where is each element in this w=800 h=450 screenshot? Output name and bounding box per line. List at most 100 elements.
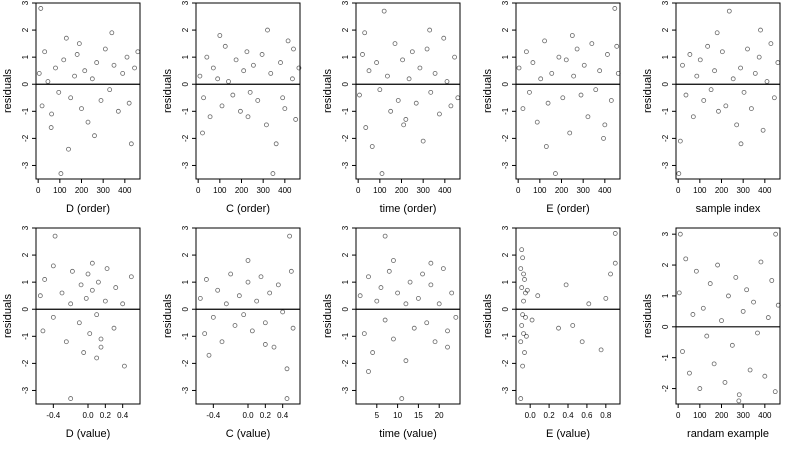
data-point [567,130,573,136]
data-point [762,373,768,379]
data-point [126,100,132,106]
data-point [115,108,121,114]
y-axis-label: residuals [322,68,334,113]
data-point [85,271,91,277]
data-point [545,100,551,106]
data-point [738,65,743,71]
x-axis-label: C (order) [226,203,270,215]
data-point [605,52,610,57]
y-tick-label: -2 [501,359,510,367]
y-axis-label: residuals [642,68,654,113]
y-tick-label: 2 [501,27,510,32]
data-point [85,119,91,125]
y-tick-label: -3 [181,386,190,394]
data-point [519,285,525,290]
x-tick-label: 100 [693,186,707,195]
y-tick-label: -1 [661,354,670,362]
y-tick-label: 0 [341,306,350,311]
y-tick-label: -1 [501,332,510,340]
data-point [399,396,405,401]
data-point [401,122,407,128]
data-point [245,258,251,263]
data-point [420,138,426,144]
plot-frame [355,2,461,180]
data-point [135,49,141,55]
y-tick-label: 3 [181,225,190,230]
x-tick-label: 0.0 [525,411,537,420]
data-point [677,138,683,144]
data-point [741,89,747,95]
data-point [520,363,526,369]
data-point [403,358,409,364]
y-axis-label: residuals [162,68,174,113]
data-point [738,141,744,147]
data-point [614,43,620,49]
data-point [382,317,388,323]
data-point [775,60,781,65]
data-point [768,41,774,47]
data-point [98,336,104,342]
data-point [381,8,387,14]
data-point [535,293,541,299]
data-point [201,95,206,101]
data-point [82,68,88,74]
data-point [608,271,613,277]
data-point [719,318,724,324]
data-point [415,295,421,301]
data-point [92,133,97,139]
data-point [403,117,409,122]
x-tick-label: 0 [676,411,681,420]
data-point [247,89,253,95]
data-point [360,52,365,57]
data-point [697,386,703,391]
data-point [76,41,82,47]
y-tick-label: -3 [341,386,350,394]
x-tick-label: 300 [736,411,750,420]
data-point [701,98,707,103]
data-point [215,287,221,293]
data-point [202,331,208,337]
data-point [428,89,434,95]
x-tick-label: 200 [235,186,249,195]
data-point [215,76,221,82]
data-point [705,43,711,49]
y-tick-label: 3 [501,0,510,5]
data-point [369,144,375,149]
data-point [524,287,530,293]
data-point [379,171,385,176]
data-point [693,268,699,274]
data-point [441,35,447,41]
y-tick-label: 0 [501,306,510,311]
x-axis-label: D (value) [66,428,111,440]
data-point [78,282,84,288]
data-point [258,274,264,280]
data-point [755,330,760,336]
y-tick-label: -2 [341,359,350,367]
data-point [241,312,247,318]
data-point [519,323,525,328]
data-point [680,62,685,68]
data-point [690,114,696,120]
data-point [585,114,591,120]
data-point [586,301,592,307]
data-point [769,278,775,283]
data-point [518,396,524,401]
data-point [98,98,104,103]
data-point [79,106,84,111]
y-tick-label: 0 [181,81,190,86]
data-point [107,87,113,93]
y-tick-label: -2 [21,134,30,142]
data-point [758,259,764,265]
plot-frame [515,227,621,405]
data-point [282,106,288,111]
y-axis-label: residuals [482,68,494,113]
data-point [111,62,117,68]
data-point [296,65,302,71]
x-tick-label: 100 [373,186,387,195]
data-point [210,314,216,320]
y-axis-label: residuals [482,293,494,338]
data-point [437,111,442,117]
data-point [704,333,710,339]
x-tick-label: 0.0 [82,411,94,420]
x-tick-label: -0.4 [46,411,60,420]
